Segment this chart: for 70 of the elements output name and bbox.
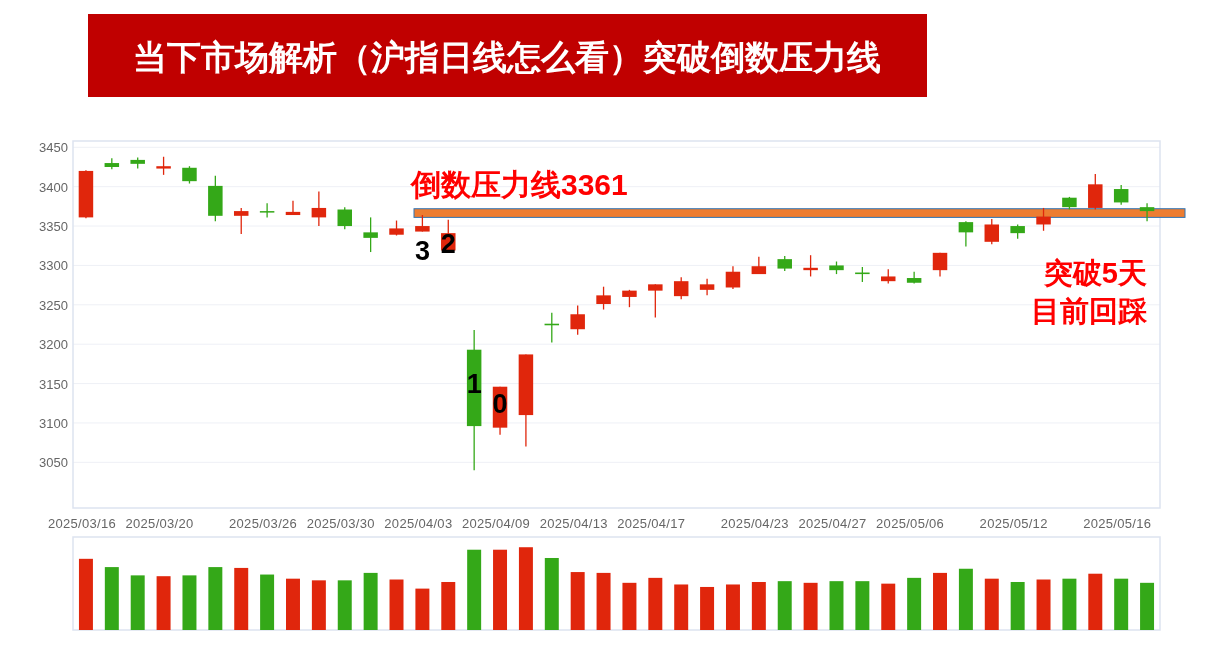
bar [1036,579,1051,630]
y-tick-label: 3300 [39,258,68,274]
bar [389,579,404,630]
y-tick-label: 3250 [39,297,68,313]
y-tick-label: 3450 [39,140,68,156]
bar [1088,573,1103,630]
bar [1114,578,1129,630]
bar [933,572,947,630]
annotation: 0 [492,389,508,419]
bar [984,578,999,630]
x-tick-label: 2025/04/13 [539,516,608,531]
bar [1062,578,1077,630]
bar [363,572,378,630]
bar [648,577,663,630]
bar [596,572,611,630]
annotation: 3 [414,236,430,266]
x-tick-label: 2025/05/16 [1083,516,1152,531]
bar [803,582,818,630]
x-tick-label: 2025/04/27 [798,516,867,531]
bar [260,574,275,630]
bar [881,583,896,630]
bar [1010,581,1025,630]
bar [182,575,197,630]
bar [78,558,93,630]
bar [700,586,715,630]
bar [1140,582,1155,630]
bar [518,547,533,630]
bar [311,580,326,630]
x-tick-label: 2025/04/09 [462,516,531,531]
bar [958,568,973,630]
bar [415,588,430,630]
bar [286,578,300,630]
x-tick-label: 2025/05/12 [979,516,1048,531]
bar [208,567,223,630]
x-tick-label: 2025/03/30 [306,516,375,531]
y-tick-label: 3150 [39,376,68,392]
bar [337,580,352,630]
bar [777,581,792,630]
bar [674,584,689,630]
bar [234,567,249,630]
bar [441,581,456,630]
y-tick-label: 3400 [39,179,68,195]
x-tick-label: 2025/03/26 [229,516,298,531]
y-tick-label: 3100 [39,415,68,431]
bar [751,581,766,630]
y-tick-label: 3350 [39,219,68,235]
x-tick-label: 2025/04/03 [384,516,453,531]
bar [544,557,559,630]
x-tick-label: 2025/04/17 [617,516,686,531]
annotation: 1 [466,369,482,399]
chart-title: 当下市场解析（沪指日线怎么看）突破倒数压力线 [133,38,881,76]
bar [493,549,508,630]
bar [725,584,740,630]
bar [130,575,145,630]
annotation: 突破5天目前回踩 [1031,257,1148,327]
bar [907,577,922,630]
x-tick-label: 2025/04/23 [720,516,789,531]
x-tick-label: 2025/05/06 [876,516,945,531]
bar [570,572,585,630]
bar [855,581,870,630]
y-tick-label: 3200 [39,337,68,353]
bar [622,582,637,630]
bar [467,549,482,630]
bar [829,581,844,630]
bar [156,576,171,630]
bar [104,567,119,630]
x-tick-label: 2025/03/16 [47,516,116,531]
band-label: 倒数压力线3361 [410,167,628,201]
y-tick-label: 3050 [39,455,68,471]
x-tick-label: 2025/03/20 [125,516,194,531]
